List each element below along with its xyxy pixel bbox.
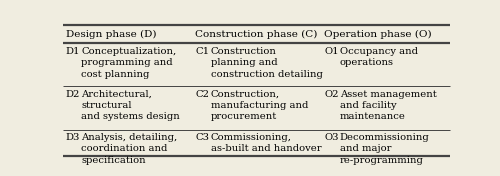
Text: O2: O2 [324, 90, 338, 99]
Text: Asset management
and facility
maintenance: Asset management and facility maintenanc… [340, 90, 436, 121]
Text: C2: C2 [195, 90, 209, 99]
Text: O1: O1 [324, 47, 338, 56]
Text: Occupancy and
operations: Occupancy and operations [340, 47, 417, 67]
Text: D2: D2 [66, 90, 80, 99]
Text: Commissioning,
as-built and handover: Commissioning, as-built and handover [210, 133, 321, 153]
Text: Conceptualization,
programming and
cost planning: Conceptualization, programming and cost … [81, 47, 176, 79]
Text: Decommissioning
and major
re-programming: Decommissioning and major re-programming [340, 133, 430, 165]
Text: Construction,
manufacturing and
procurement: Construction, manufacturing and procurem… [210, 90, 308, 121]
Text: Construction phase (C): Construction phase (C) [195, 30, 318, 39]
Text: Operation phase (O): Operation phase (O) [324, 30, 432, 39]
Text: O3: O3 [324, 133, 338, 142]
Text: D3: D3 [66, 133, 80, 142]
Text: C1: C1 [195, 47, 209, 56]
Text: Analysis, detailing,
coordination and
specification: Analysis, detailing, coordination and sp… [81, 133, 178, 165]
Text: C3: C3 [195, 133, 209, 142]
Text: Design phase (D): Design phase (D) [66, 30, 156, 39]
Text: Construction
planning and
construction detailing: Construction planning and construction d… [210, 47, 322, 79]
Text: D1: D1 [66, 47, 80, 56]
Text: Architectural,
structural
and systems design: Architectural, structural and systems de… [81, 90, 180, 121]
